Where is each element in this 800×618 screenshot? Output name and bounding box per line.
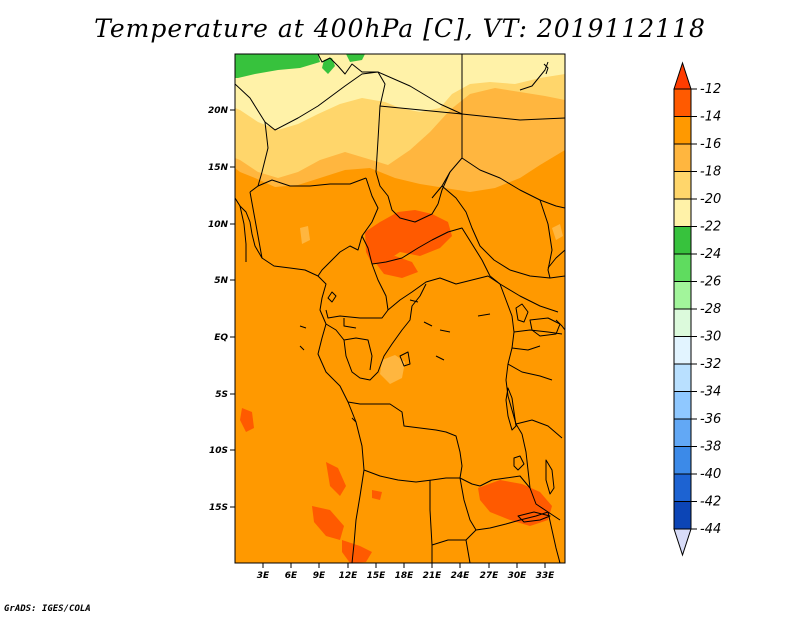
- lon-tick-label: 6E: [285, 571, 298, 581]
- lat-tick-label: EQ: [214, 333, 228, 343]
- colorbar-swatch: [673, 253, 692, 282]
- colorbar-swatch: [673, 418, 692, 447]
- colorbar-label: -28: [700, 302, 721, 317]
- colorbar-label: -14: [700, 110, 721, 125]
- boundaries: [235, 54, 565, 563]
- colorbar-label: -24: [700, 247, 721, 262]
- lat-tick-label: 15S: [209, 503, 228, 513]
- colorbar-over-triangle: [673, 61, 692, 90]
- colorbar-swatch: [673, 281, 692, 310]
- latitude-axis: 20N 15N 10N 5N EQ 5S 10S 15S: [208, 106, 235, 513]
- colorbar-swatch: [673, 363, 692, 392]
- colorbar-label: -36: [700, 412, 721, 427]
- lon-tick-label: 21E: [423, 571, 443, 581]
- colorbar-swatch: [673, 473, 692, 502]
- map-title: Temperature at 400hPa [C], VT: 201911211…: [94, 14, 706, 43]
- grads-credit: GrADS: IGES/COLA: [4, 604, 91, 614]
- lon-tick-label: 15E: [367, 571, 387, 581]
- colorbar-swatch: [673, 501, 692, 530]
- colorbar-under-triangle: [673, 528, 692, 557]
- colorbar-swatch: [673, 226, 692, 255]
- longitude-axis: 3E 6E 9E 12E 15E 18E 21E 24E 27E 30E 33E: [257, 563, 555, 581]
- colorbar-swatch: [673, 116, 692, 145]
- colorbar-swatch: [673, 88, 692, 117]
- map-frame: [234, 53, 566, 564]
- lon-tick-label: 18E: [395, 571, 415, 581]
- colorbar-label: -30: [700, 330, 721, 345]
- lat-tick-label: 5N: [214, 276, 228, 286]
- colorbar-label: -42: [700, 495, 721, 510]
- lat-tick-label: 10N: [208, 220, 229, 230]
- colorbar-label: -40: [700, 467, 721, 482]
- field-band-22-24: [235, 54, 320, 78]
- colorbar-swatch: [673, 171, 692, 200]
- lon-tick-label: 33E: [536, 571, 556, 581]
- lon-tick-label: 3E: [257, 571, 270, 581]
- lat-tick-label: 15N: [208, 163, 229, 173]
- temperature-field: [235, 54, 565, 563]
- colorbar-swatch: [673, 391, 692, 420]
- colorbar-swatch: [673, 446, 692, 475]
- colorbar-label: -16: [700, 137, 721, 152]
- colorbar-label: -38: [700, 440, 721, 455]
- lon-tick-label: 9E: [313, 571, 326, 581]
- lon-tick-label: 30E: [508, 571, 528, 581]
- coastline-west-africa: [235, 197, 365, 563]
- colorbar-label: -26: [700, 275, 721, 290]
- colorbar-swatch: [673, 336, 692, 365]
- lat-tick-label: 5S: [215, 390, 228, 400]
- lon-tick-label: 24E: [451, 571, 471, 581]
- field-band-20-22: [235, 54, 565, 130]
- colorbar-label: -12: [700, 82, 721, 97]
- field-band-12-14: [365, 210, 452, 264]
- colorbar-swatch: [673, 198, 692, 227]
- lon-tick-label: 27E: [480, 571, 500, 581]
- colorbar-label: -34: [700, 385, 721, 400]
- lat-tick-label: 20N: [208, 106, 229, 116]
- colorbar-swatch: [673, 143, 692, 172]
- colorbar-swatch: [673, 308, 692, 337]
- colorbar-label: -44: [700, 522, 721, 537]
- lon-tick-label: 12E: [339, 571, 359, 581]
- colorbar-label: -22: [700, 220, 721, 235]
- colorbar: -12 -14 -16 -18 -20 -22 -24 -26 -28 -30 -32 -34 -36 -…: [673, 61, 721, 557]
- colorbar-label: -32: [700, 357, 721, 372]
- colorbar-label: -20: [700, 192, 721, 207]
- lat-tick-label: 10S: [209, 446, 228, 456]
- colorbar-label: -18: [700, 165, 721, 180]
